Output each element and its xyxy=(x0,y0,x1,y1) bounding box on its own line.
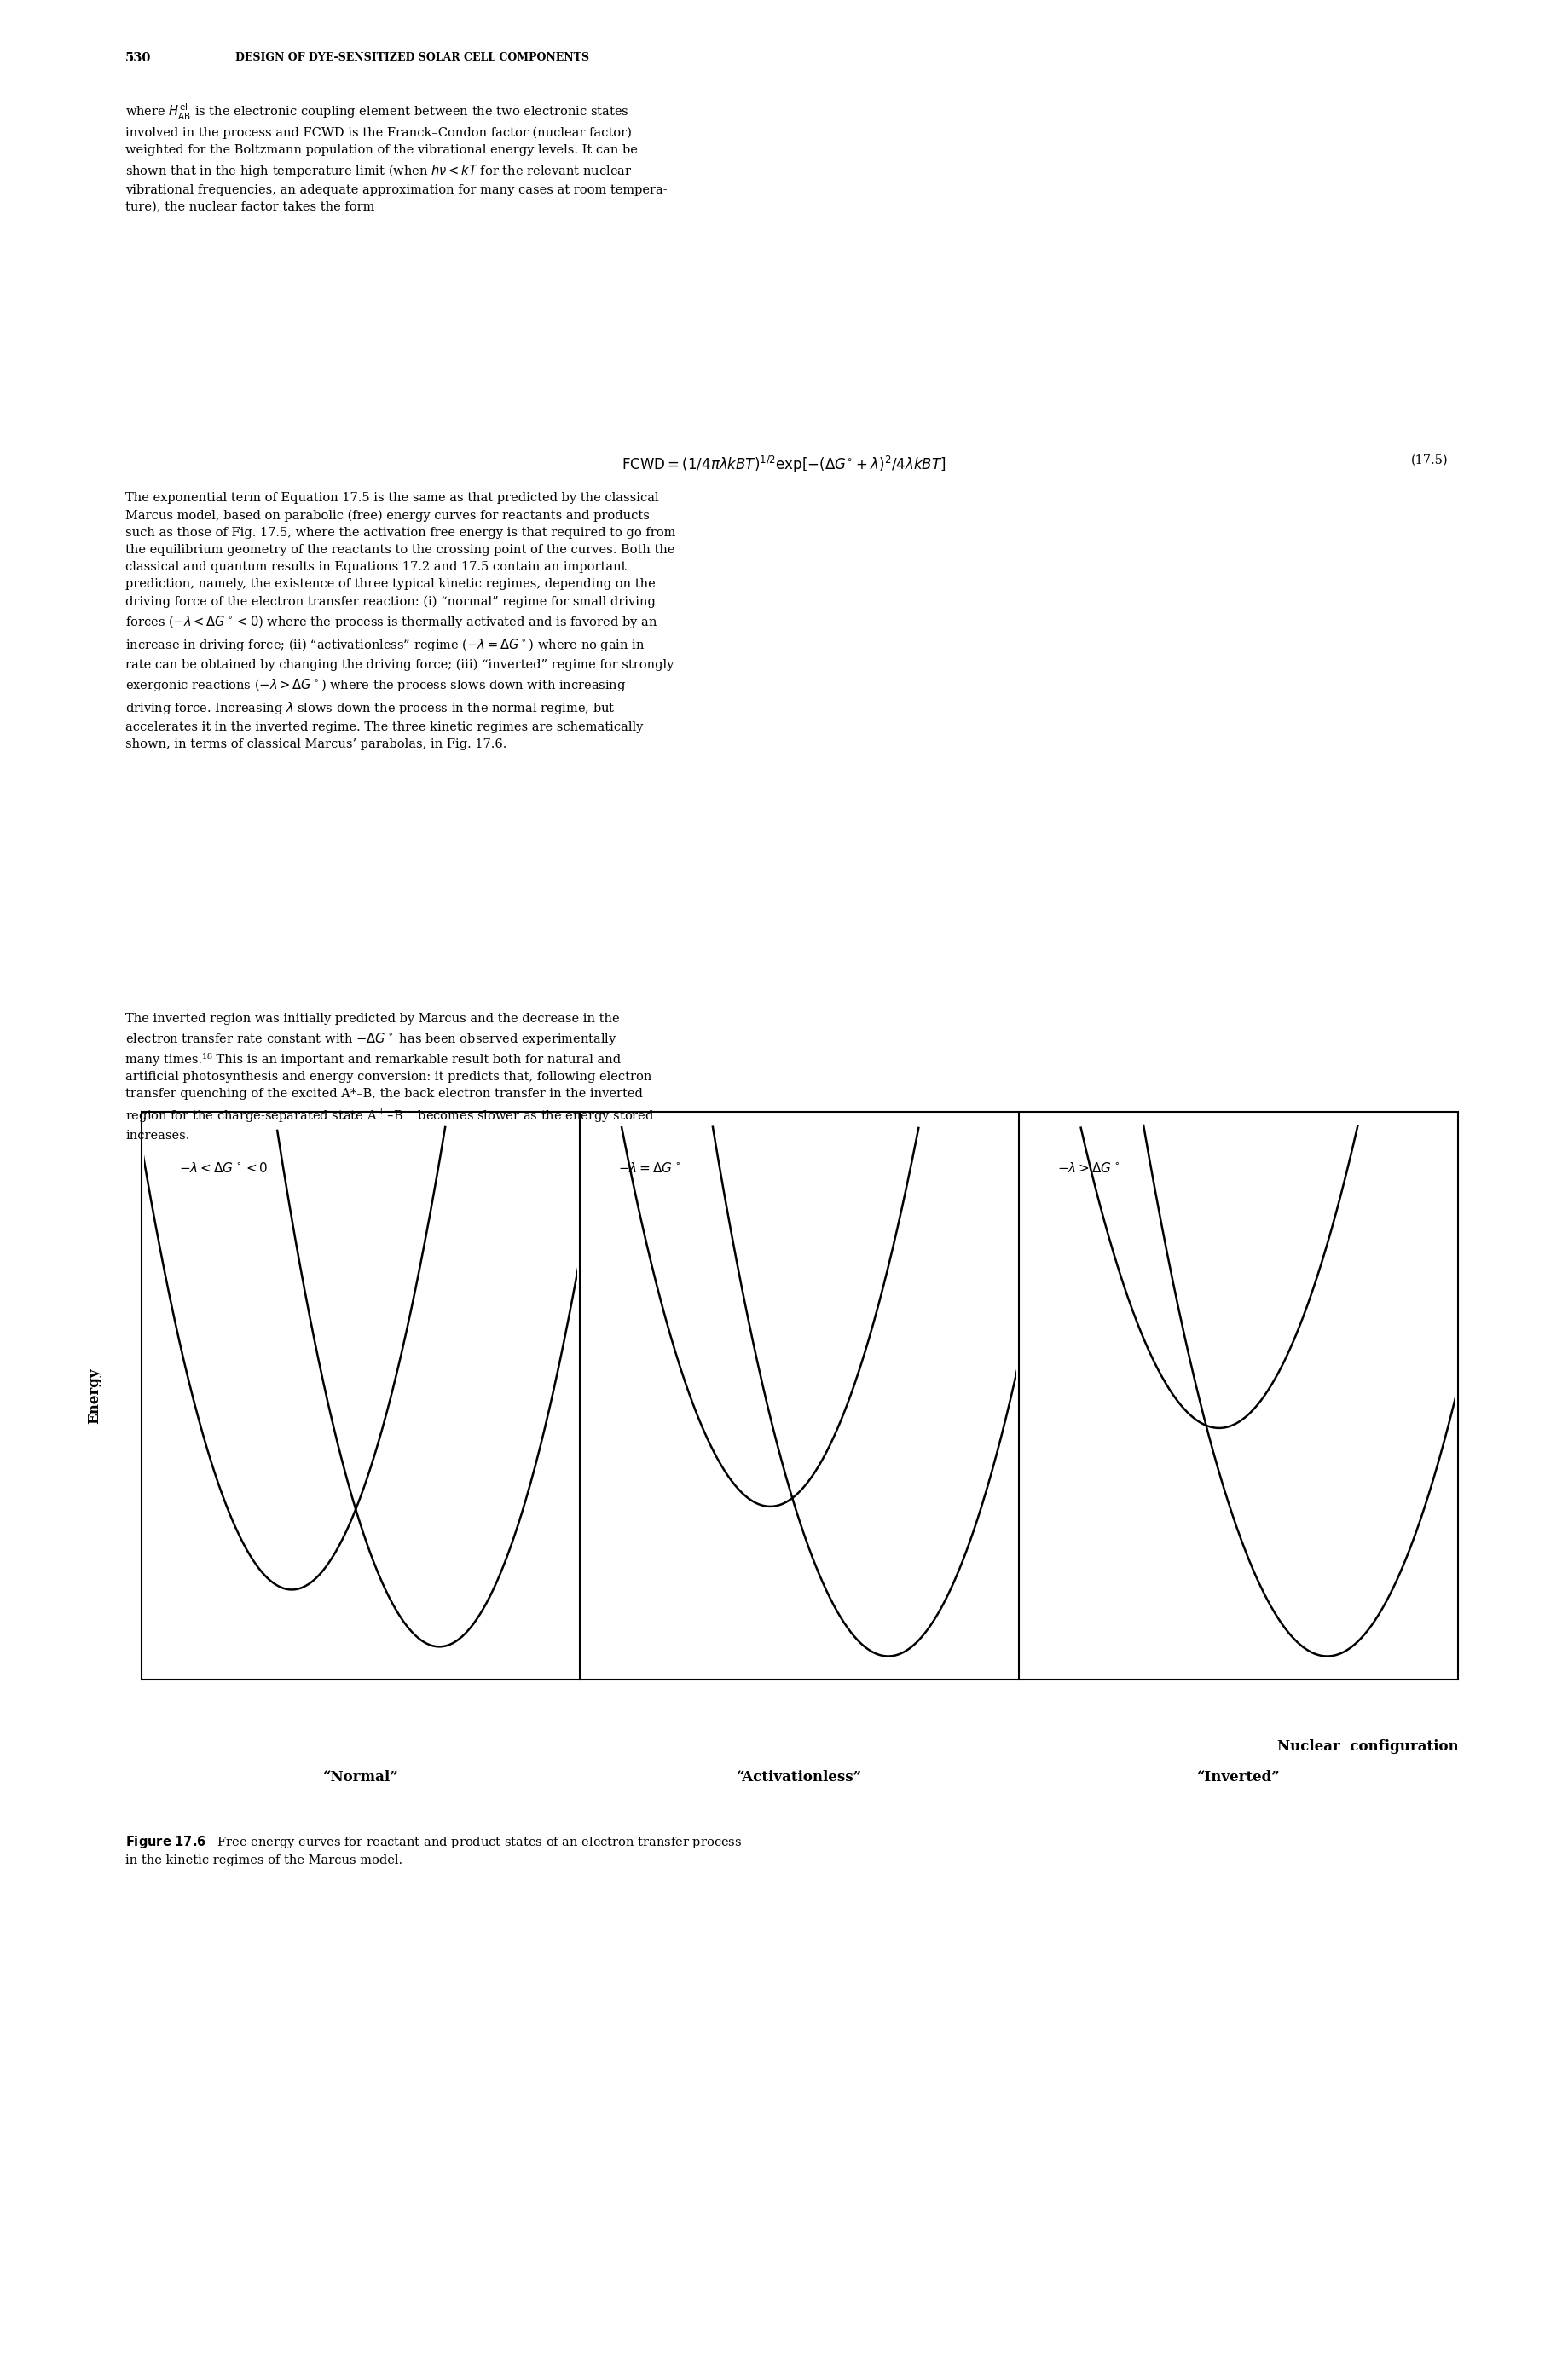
Text: where $H_{\mathrm{AB}}^{\mathrm{el}}$ is the electronic coupling element between: where $H_{\mathrm{AB}}^{\mathrm{el}}$ is… xyxy=(125,102,668,213)
Text: $-\lambda > \Delta G^\circ$: $-\lambda > \Delta G^\circ$ xyxy=(1057,1162,1120,1176)
Text: $-\lambda < \Delta G^\circ < 0$: $-\lambda < \Delta G^\circ < 0$ xyxy=(179,1162,268,1176)
Text: “Normal”: “Normal” xyxy=(323,1770,398,1784)
Text: $\mathrm{FCWD} = (1/4\pi\lambda kBT)^{1/2}\exp\!\left[-(\Delta G^{\circ} + \lamb: $\mathrm{FCWD} = (1/4\pi\lambda kBT)^{1/… xyxy=(622,454,946,476)
Text: $-\lambda = \Delta G^\circ$: $-\lambda = \Delta G^\circ$ xyxy=(618,1162,681,1176)
Text: The exponential term of Equation 17.5 is the same as that predicted by the class: The exponential term of Equation 17.5 is… xyxy=(125,492,676,750)
Text: Nuclear  configuration: Nuclear configuration xyxy=(1276,1739,1458,1753)
Text: 530: 530 xyxy=(125,52,152,64)
Bar xyxy=(141,1112,1458,1680)
Text: “Activationless”: “Activationless” xyxy=(737,1770,862,1784)
Text: Energy: Energy xyxy=(86,1368,102,1424)
Text: $\bf{Figure\ 17.6}$   Free energy curves for reactant and product states of an e: $\bf{Figure\ 17.6}$ Free energy curves f… xyxy=(125,1834,742,1867)
Text: (17.5): (17.5) xyxy=(1411,454,1449,466)
Text: DESIGN OF DYE-SENSITIZED SOLAR CELL COMPONENTS: DESIGN OF DYE-SENSITIZED SOLAR CELL COMP… xyxy=(235,52,590,64)
Text: The inverted region was initially predicted by Marcus and the decrease in the
el: The inverted region was initially predic… xyxy=(125,1013,654,1140)
Text: “Inverted”: “Inverted” xyxy=(1196,1770,1281,1784)
